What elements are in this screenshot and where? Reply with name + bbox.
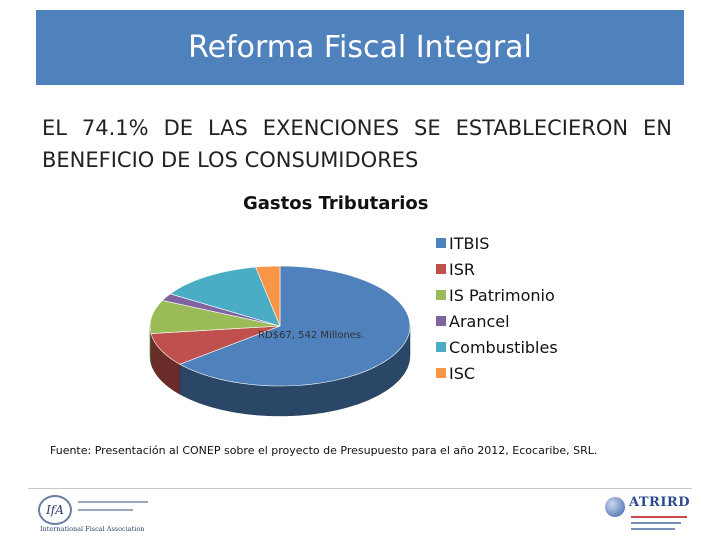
atrird-logo-name: ATRIRD (629, 495, 691, 510)
legend-item: ISC (436, 360, 558, 386)
pie-slice-is-patrimonio (149, 300, 281, 334)
title-bar: Reforma Fiscal Integral (36, 10, 684, 85)
legend-item: Combustibles (436, 334, 558, 360)
legend-item: ITBIS (436, 230, 558, 256)
logo-decoration (78, 501, 148, 503)
pie-slice-isc (255, 265, 281, 327)
globe-icon (605, 497, 625, 517)
legend-swatch (436, 264, 446, 274)
legend-label: Arancel (449, 311, 510, 331)
slide-subtitle: EL 74.1% DE LAS EXENCIONES SE ESTABLECIE… (42, 116, 672, 172)
slide-title: Reforma Fiscal Integral (188, 30, 532, 65)
legend-label: ISR (449, 259, 475, 279)
ifa-logo: IfA International Fiscal Association (38, 495, 148, 535)
ifa-logo-mark: IfA (38, 495, 72, 525)
pie-slice-combustibles (169, 266, 281, 327)
pie-annotation: RD$67, 542 Millones. (258, 330, 364, 341)
pie-chart: RD$67, 542 Millones. (149, 265, 411, 417)
legend-swatch (436, 342, 446, 352)
legend-item: Arancel (436, 308, 558, 334)
legend-swatch (436, 368, 446, 378)
legend-item: IS Patrimonio (436, 282, 558, 308)
chart-title: Gastos Tributarios (243, 193, 429, 214)
source-note: Fuente: Presentación al CONEP sobre el p… (50, 444, 598, 457)
pie-slices (149, 265, 411, 387)
logo-decoration (78, 509, 133, 511)
chart-legend: ITBIS ISR IS Patrimonio Arancel Combustibles… (436, 230, 558, 386)
pie-slice-itbis (179, 265, 411, 387)
legend-item: ISR (436, 256, 558, 282)
legend-label: ITBIS (449, 233, 490, 253)
pie-slice-isr (150, 325, 281, 365)
legend-label: ISC (449, 363, 476, 383)
logo-decoration (631, 528, 675, 530)
legend-label: Combustibles (449, 337, 558, 357)
legend-swatch (436, 238, 446, 248)
footer-divider (28, 488, 692, 489)
legend-swatch (436, 316, 446, 326)
logo-decoration (631, 522, 681, 524)
atrird-logo: ATRIRD (603, 494, 691, 536)
legend-label: IS Patrimonio (449, 285, 555, 305)
ifa-logo-org: International Fiscal Association (40, 525, 145, 533)
logo-decoration (631, 516, 687, 518)
legend-swatch (436, 290, 446, 300)
